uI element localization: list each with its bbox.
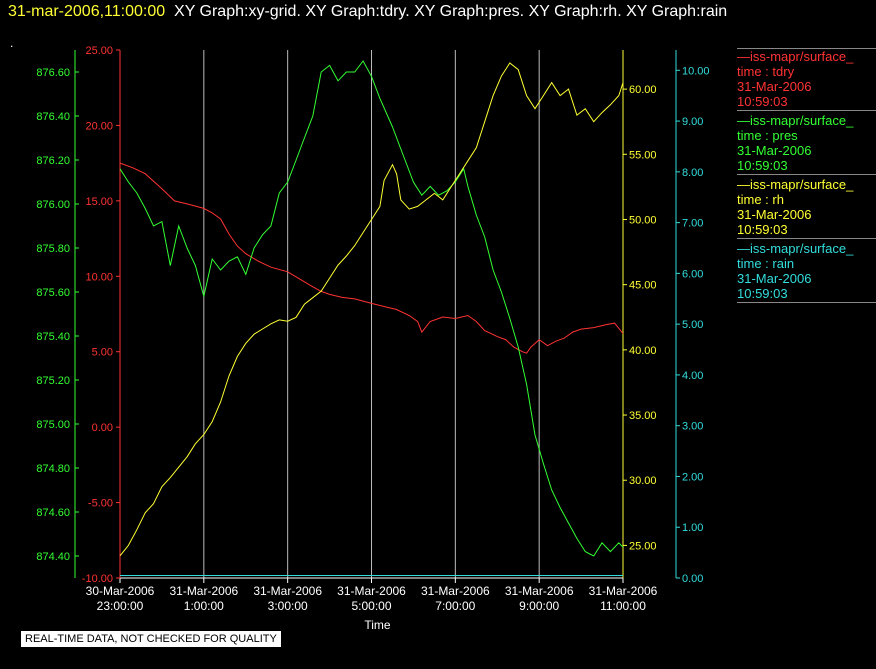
pres-tick-label: 874.40 xyxy=(36,551,70,563)
legend-top-divider xyxy=(737,48,876,49)
x-axis-label: Time xyxy=(364,618,391,632)
x-tick-label-time: 7:00:00 xyxy=(435,599,475,613)
legend-rain-line2: 31-Mar-2006 xyxy=(737,271,812,286)
quality-notice: REAL-TIME DATA, NOT CHECKED FOR QUALITY xyxy=(21,631,281,647)
rain-tick-label: 3.00 xyxy=(682,421,703,433)
rain-tick-label: 4.00 xyxy=(682,370,703,382)
x-tick-label-date: 30-Mar-2006 xyxy=(86,584,155,598)
rain-tick-label: 6.00 xyxy=(682,268,703,280)
rain-tick-label: 9.00 xyxy=(682,116,703,128)
x-tick-label-time: 9:00:00 xyxy=(519,599,559,613)
legend-rain-line3: 10:59:03 xyxy=(737,286,788,301)
pres-tick-label: 875.80 xyxy=(36,243,70,255)
x-tick-label-time: 11:00:00 xyxy=(600,599,646,613)
legend-rh-name-text: iss-mapr/surface_ xyxy=(750,177,854,192)
header: 31-mar-2006,11:00:00 XY Graph:xy-grid. X… xyxy=(8,3,727,21)
pres-tick-label: 875.20 xyxy=(36,375,70,387)
tdry-tick-label: 5.00 xyxy=(92,347,113,359)
series-tdry xyxy=(119,162,624,354)
x-tick-label-time: 3:00:00 xyxy=(268,599,308,613)
x-tick-label-date: 31-Mar-2006 xyxy=(505,584,574,598)
x-tick-label-date: 31-Mar-2006 xyxy=(337,584,406,598)
stray-dot: . xyxy=(10,36,14,50)
legend-tdry-line3: 10:59:03 xyxy=(737,94,788,109)
pres-tick-label: 876.20 xyxy=(36,155,70,167)
rain-tick-label: 8.00 xyxy=(682,167,703,179)
pres-tick-label: 876.60 xyxy=(36,67,70,79)
tdry-tick-label: 25.00 xyxy=(85,45,113,57)
legend-tdry-line1: time : tdry xyxy=(737,64,795,79)
legend-entry-rh: —iss-mapr/surface_ time : rh 31-Mar-2006… xyxy=(737,177,876,239)
legend-pres-line1: time : pres xyxy=(737,128,798,143)
legend-rh-name: —iss-mapr/surface_ xyxy=(737,177,854,192)
legend-tdry-line2: 31-Mar-2006 xyxy=(737,79,812,94)
tdry-tick-label: -5.00 xyxy=(88,498,113,510)
series-rh xyxy=(119,62,624,557)
legend-entry-tdry: —iss-mapr/surface_ time : tdry 31-Mar-20… xyxy=(737,49,876,111)
x-tick-label-time: 5:00:00 xyxy=(351,599,391,613)
rain-tick-label: 7.00 xyxy=(682,218,703,230)
rain-tick-label: 10.00 xyxy=(682,65,710,77)
pres-tick-label: 875.40 xyxy=(36,331,70,343)
x-tick-label-date: 31-Mar-2006 xyxy=(253,584,322,598)
legend-entry-rain: —iss-mapr/surface_ time : rain 31-Mar-20… xyxy=(737,241,876,303)
legend-rh-line2: 31-Mar-2006 xyxy=(737,207,812,222)
tdry-tick-label: 15.00 xyxy=(85,196,113,208)
x-tick-label-date: 31-Mar-2006 xyxy=(421,584,490,598)
legend-pres-line3: 10:59:03 xyxy=(737,158,788,173)
pres-tick-label: 876.40 xyxy=(36,111,70,123)
legend-rh-line1: time : rh xyxy=(737,192,784,207)
x-tick-label-date: 31-Mar-2006 xyxy=(169,584,238,598)
rain-tick-label: 5.00 xyxy=(682,319,703,331)
tdry-tick-label: 0.00 xyxy=(92,422,113,434)
rh-tick-label: 60.00 xyxy=(629,84,657,96)
pres-tick-label: 874.80 xyxy=(36,463,70,475)
tdry-tick-label: 20.00 xyxy=(85,120,113,132)
rh-tick-label: 55.00 xyxy=(629,149,657,161)
legend-tdry-name-text: iss-mapr/surface_ xyxy=(750,49,854,64)
rh-tick-label: 35.00 xyxy=(629,410,657,422)
rh-tick-label: 45.00 xyxy=(629,280,657,292)
x-tick-label-date: 31-Mar-2006 xyxy=(589,584,658,598)
header-date: 31-mar-2006,11:00:00 xyxy=(8,3,166,20)
legend-rain-name: —iss-mapr/surface_ xyxy=(737,241,854,256)
header-graphs: XY Graph:xy-grid. XY Graph:tdry. XY Grap… xyxy=(174,3,728,20)
legend-pres-name-text: iss-mapr/surface_ xyxy=(750,113,854,128)
legend: —iss-mapr/surface_ time : tdry 31-Mar-20… xyxy=(737,48,876,305)
tdry-tick-label: -10.00 xyxy=(82,573,113,585)
x-tick-label-time: 1:00:00 xyxy=(184,599,224,613)
legend-rain-name-text: iss-mapr/surface_ xyxy=(750,241,854,256)
legend-rain-line1: time : rain xyxy=(737,256,795,271)
legend-pres-line2: 31-Mar-2006 xyxy=(737,143,812,158)
rh-tick-label: 25.00 xyxy=(629,540,657,552)
rh-tick-label: 50.00 xyxy=(629,214,657,226)
pres-tick-label: 875.60 xyxy=(36,287,70,299)
tdry-tick-label: 10.00 xyxy=(85,271,113,283)
legend-entry-pres: —iss-mapr/surface_ time : pres 31-Mar-20… xyxy=(737,113,876,175)
rh-tick-label: 40.00 xyxy=(629,345,657,357)
legend-rh-line3: 10:59:03 xyxy=(737,222,788,237)
rain-tick-label: 1.00 xyxy=(682,522,703,534)
legend-pres-name: —iss-mapr/surface_ xyxy=(737,113,854,128)
pres-tick-label: 874.60 xyxy=(36,507,70,519)
pres-tick-label: 875.00 xyxy=(36,419,70,431)
pres-tick-label: 876.00 xyxy=(36,199,70,211)
series-pres xyxy=(119,60,624,557)
rain-tick-label: 0.00 xyxy=(682,573,703,585)
rain-tick-label: 2.00 xyxy=(682,471,703,483)
rh-tick-label: 30.00 xyxy=(629,475,657,487)
legend-tdry-name: —iss-mapr/surface_ xyxy=(737,49,854,64)
x-tick-label-time: 23:00:00 xyxy=(97,599,144,613)
